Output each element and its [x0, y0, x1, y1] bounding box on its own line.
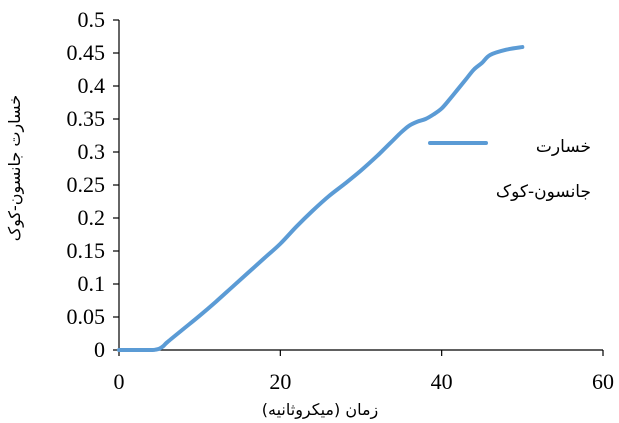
x-tick-label: 20 [269, 369, 291, 394]
x-tick-label: 0 [114, 369, 125, 394]
y-axis-ticks: 0 0.05 0.1 0.15 0.2 0.25 0.3 0.35 0.4 0.45 0.5 [67, 7, 119, 362]
legend: خسارت جانسون-کوک [428, 137, 591, 202]
x-tick-label: 60 [592, 369, 614, 394]
y-tick-label: 0.25 [67, 172, 106, 197]
y-tick-label: 0.1 [78, 271, 106, 296]
y-tick-label: 0.4 [78, 73, 106, 98]
y-tick-label: 0 [94, 337, 105, 362]
y-tick-label: 0.2 [78, 205, 106, 230]
y-tick-label: 0.45 [67, 40, 106, 65]
y-axis-title: خسارت جانسون-کوک [5, 95, 25, 241]
series-line [117, 45, 525, 353]
y-tick-label: 0.3 [78, 139, 106, 164]
y-tick-label: 0.5 [78, 7, 106, 32]
x-tick-label: 40 [431, 369, 453, 394]
legend-label-line-2: جانسون-کوک [496, 182, 591, 202]
x-axis-title: زمان (میکروثانیه) [262, 400, 378, 420]
x-axis-ticks: 0 20 40 60 [114, 350, 614, 394]
y-tick-label: 0.05 [67, 304, 106, 329]
y-tick-label: 0.35 [67, 106, 106, 131]
legend-label-line-1: خسارت [536, 137, 591, 157]
y-tick-label: 0.15 [67, 238, 106, 263]
